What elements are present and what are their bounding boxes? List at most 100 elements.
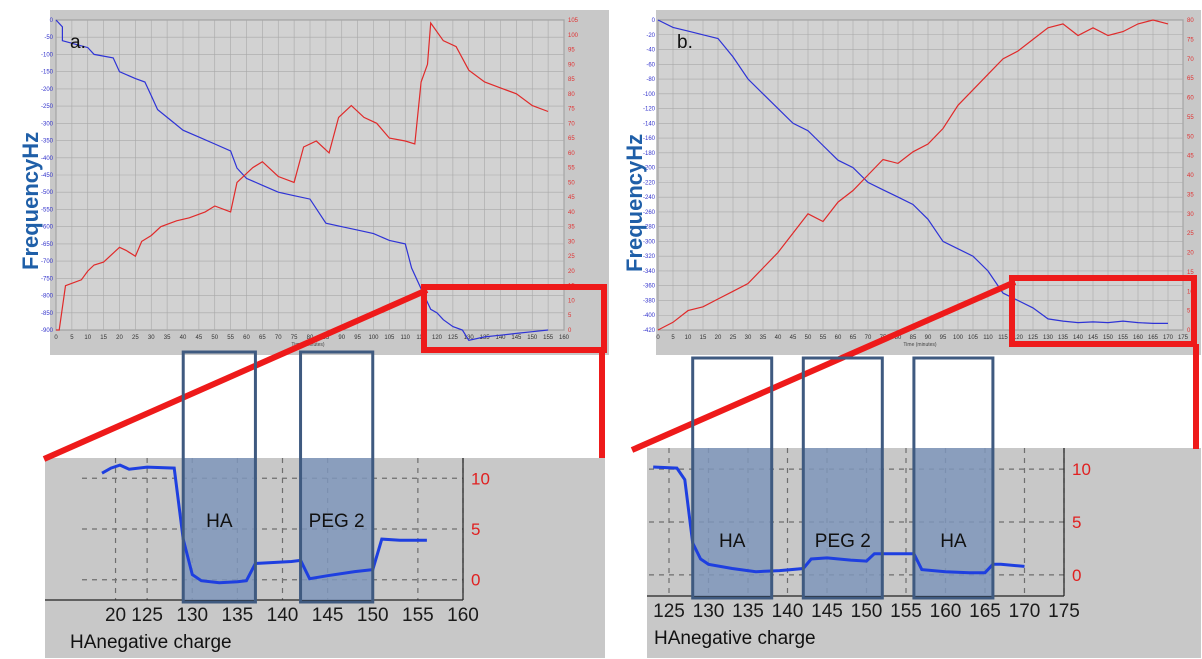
panel-a-zoom-axis-title: HAnegative charge <box>70 632 232 653</box>
x-tick-label: 90 <box>338 335 345 341</box>
x-tick-label: 5 <box>671 335 675 341</box>
left-tick-label: -160 <box>643 136 656 142</box>
panel-b-frequency-label: FrequencyHz <box>622 134 647 272</box>
x-tick-label: 10 <box>84 335 91 341</box>
x-tick-label: 150 <box>1103 335 1114 341</box>
right-tick-label: 55 <box>1187 115 1194 121</box>
panel-a-zoom-series <box>101 463 427 585</box>
panel-a-series <box>55 19 549 341</box>
panel-b-callout-box <box>1009 275 1197 347</box>
x-tick-label: 165 <box>1148 335 1159 341</box>
left-tick-label: -20 <box>646 33 655 39</box>
x-tick-label: 140 <box>495 335 506 341</box>
x-tick-label: 50 <box>805 335 812 341</box>
right-tick-label: 80 <box>1187 18 1194 24</box>
x-tick-label: 65 <box>259 335 266 341</box>
x-tick-label: 160 <box>1133 335 1144 341</box>
x-tick-label: 150 <box>357 605 389 626</box>
x-tick-label: 85 <box>323 335 330 341</box>
right-tick-label: 65 <box>1187 76 1194 82</box>
highlight-fill <box>692 448 772 596</box>
highlight-frame <box>299 350 375 604</box>
x-tick-label: 105 <box>384 335 395 341</box>
x-tick-label: 140 <box>772 601 804 622</box>
panel-b-zoom-x-ticks: 125 130 135 140 145 150 155 160 165 170 175 <box>653 601 1080 622</box>
x-tick-label: 170 <box>1009 601 1041 622</box>
left-tick-label: -150 <box>41 70 54 76</box>
highlight-frames: HA PEG 2 HA PEG 2 HA <box>181 350 995 604</box>
x-tick-label: 175 <box>1048 601 1080 622</box>
highlight-label: HA <box>719 531 746 552</box>
left-tick-label: -800 <box>41 294 54 300</box>
right-tick-label: 95 <box>568 48 575 54</box>
x-tick-label: 120 <box>1013 335 1024 341</box>
highlight-label: HA <box>940 531 967 552</box>
right-tick-label: 15 <box>1187 270 1194 276</box>
panel-a-callout-box <box>421 284 607 353</box>
x-tick-label: 70 <box>275 335 282 341</box>
panel-b-callout-line-left <box>630 279 1017 453</box>
x-tick-label: 60 <box>835 335 842 341</box>
x-tick-label: 155 <box>543 335 554 341</box>
left-tick-label: -40 <box>646 48 655 54</box>
right-tick-label: 85 <box>568 77 575 83</box>
y-tick-label: 10 <box>1072 460 1091 479</box>
right-tick-label: 50 <box>1187 134 1194 140</box>
highlight-frame <box>801 356 884 600</box>
left-tick-label: -280 <box>643 225 656 231</box>
right-tick-label: 105 <box>568 18 579 24</box>
panel-b-tag: b. <box>677 32 693 53</box>
x-tick-label: 55 <box>227 335 234 341</box>
left-tick-label: -240 <box>643 195 656 201</box>
x-tick-label: 145 <box>1088 335 1099 341</box>
left-tick-label: -350 <box>41 139 54 145</box>
x-tick-label: 20 <box>116 335 123 341</box>
x-tick-label: 130 <box>1043 335 1054 341</box>
left-tick-label: -200 <box>643 166 656 172</box>
left-tick-label: -850 <box>41 311 54 317</box>
right-tick-label: 0 <box>568 328 572 334</box>
right-tick-label: 75 <box>1187 37 1194 43</box>
x-tick-label: 20 <box>105 605 126 626</box>
x-tick-label: 40 <box>775 335 782 341</box>
left-tick-label: -380 <box>643 298 656 304</box>
x-tick-label: 160 <box>930 601 962 622</box>
right-tick-label: 55 <box>568 166 575 172</box>
left-tick-label: -50 <box>44 35 53 41</box>
x-tick-label: 170 <box>1163 335 1174 341</box>
x-tick-label: 125 <box>653 601 685 622</box>
panel-a-zoom-highlights <box>183 458 373 600</box>
panel-a-callout-line-left <box>42 287 429 462</box>
left-tick-label: -700 <box>41 259 54 265</box>
x-tick-label: 30 <box>745 335 752 341</box>
highlight-frame <box>912 356 995 600</box>
right-tick-label: 40 <box>1187 173 1194 179</box>
x-tick-label: 60 <box>243 335 250 341</box>
x-tick-label: 20 <box>715 335 722 341</box>
right-tick-label: 90 <box>568 62 575 68</box>
x-tick-label: 45 <box>790 335 797 341</box>
panel-a-label-strip <box>8 10 50 355</box>
right-tick-label: 5 <box>568 313 572 319</box>
x-tick-label: 55 <box>820 335 827 341</box>
x-tick-label: 165 <box>969 601 1001 622</box>
left-tick-label: -60 <box>646 62 655 68</box>
panel-a-left-ticks: 0 -50 -100 -150 -200 -250 -300 -350 -400 -450 -500… <box>41 18 54 334</box>
left-tick-label: -120 <box>643 107 656 113</box>
left-tick-label: -100 <box>643 92 656 98</box>
left-tick-label: -550 <box>41 207 54 213</box>
left-tick-label: -180 <box>643 151 656 157</box>
x-tick-label: 100 <box>368 335 379 341</box>
x-tick-label: 150 <box>527 335 538 341</box>
panel-a-tag: a. <box>70 32 86 53</box>
left-tick-label: -420 <box>643 328 656 334</box>
highlight-label: PEG 2 <box>815 531 871 552</box>
left-tick-label: -360 <box>643 284 656 290</box>
x-tick-label: 90 <box>925 335 932 341</box>
right-tick-label: 25 <box>1187 231 1194 237</box>
left-tick-label: -80 <box>646 77 655 83</box>
x-tick-label: 25 <box>730 335 737 341</box>
left-tick-label: 0 <box>50 18 54 24</box>
right-tick-label: 65 <box>568 136 575 142</box>
